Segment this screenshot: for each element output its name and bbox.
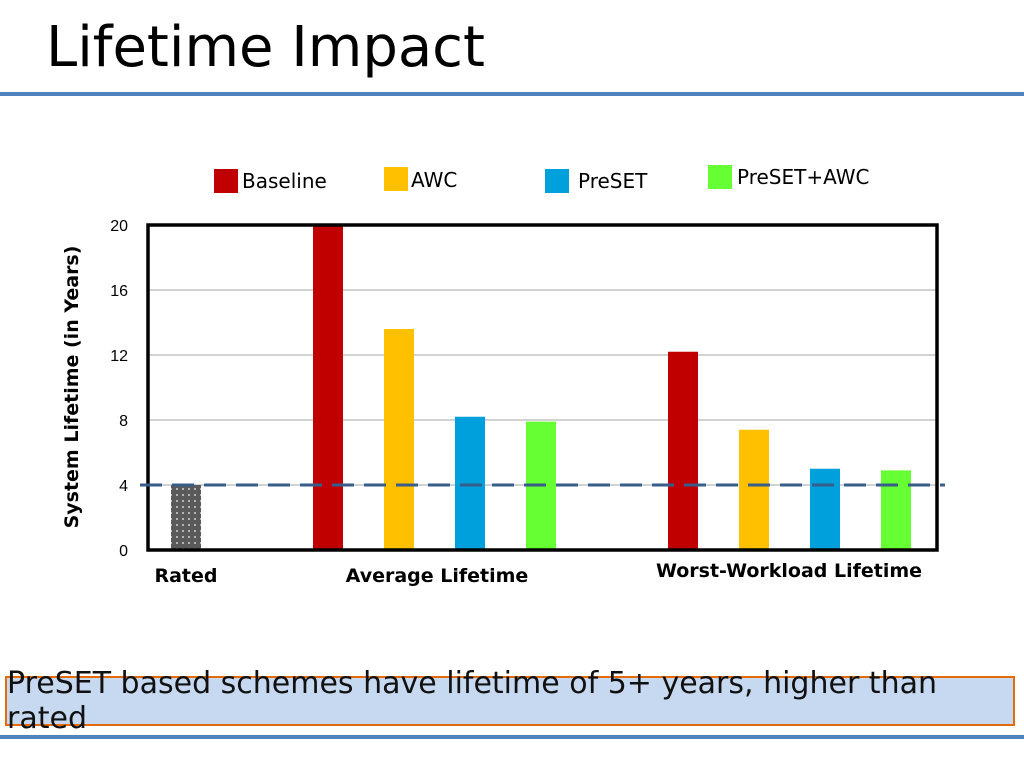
bar-preset-3	[810, 468, 840, 550]
slide-title: Lifetime Impact	[46, 15, 485, 80]
y-tick-label: 4	[119, 478, 128, 495]
x-category-label: Rated	[154, 565, 217, 587]
y-tick-label: 12	[110, 348, 128, 365]
bars	[171, 225, 911, 550]
y-tick-label: 8	[119, 413, 128, 430]
bar-preset-2	[455, 416, 485, 550]
bar-preset-awc-3	[881, 470, 911, 550]
legend-swatch-preset	[545, 169, 569, 193]
footer-rule	[0, 735, 1024, 739]
bar-awc-2	[384, 329, 414, 550]
bar-baseline-3	[668, 351, 698, 550]
bar-awc-3	[739, 429, 769, 550]
x-category-label: Worst-Workload Lifetime	[656, 560, 922, 582]
legend-label: AWC	[411, 168, 457, 192]
y-tick-label: 20	[110, 218, 128, 235]
conclusion-callout: PreSET based schemes have lifetime of 5+…	[5, 666, 1015, 736]
legend-label: PreSET	[578, 169, 648, 193]
legend-swatch-preset-awc	[708, 165, 732, 189]
title-underline	[0, 92, 1024, 96]
bar-baseline-2	[313, 225, 343, 550]
plot-frame	[146, 223, 939, 552]
y-tick-label: 0	[119, 543, 128, 560]
legend-swatch-awc	[384, 167, 408, 191]
axes	[140, 223, 945, 552]
x-category-label: Average Lifetime	[346, 565, 529, 587]
legend-label: PreSET+AWC	[737, 165, 869, 189]
chart-legend: Baseline AWC PreSET PreSET+AWC	[214, 165, 869, 193]
legend-label: Baseline	[242, 169, 327, 193]
bar-rated-1	[171, 485, 201, 550]
y-tick-label: 16	[110, 283, 128, 300]
legend-swatch-baseline	[214, 169, 238, 193]
y-axis-label: System Lifetime (in Years)	[61, 246, 83, 529]
chart-labels: 0 4 8 12 16 20 System Lifetime (in Years) Rated…	[61, 218, 922, 587]
